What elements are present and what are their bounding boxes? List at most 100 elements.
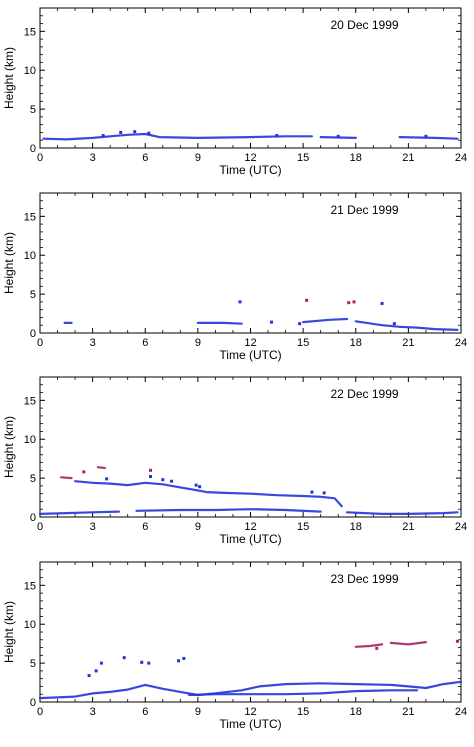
backscatter-point bbox=[347, 301, 351, 305]
panel-date-title: 23 Dec 1999 bbox=[330, 572, 398, 586]
backscatter-layer bbox=[59, 476, 73, 480]
backscatter-point bbox=[298, 322, 302, 326]
backscatter-point bbox=[375, 646, 379, 650]
x-tick-label: 21 bbox=[402, 337, 414, 349]
series-1 bbox=[38, 656, 463, 700]
series-1 bbox=[63, 300, 459, 331]
y-tick-label: 0 bbox=[30, 328, 36, 340]
backscatter-point bbox=[310, 490, 314, 494]
x-tick-label: 6 bbox=[142, 152, 148, 164]
x-tick-label: 15 bbox=[297, 152, 309, 164]
backscatter-point bbox=[122, 656, 126, 660]
y-tick-label: 10 bbox=[24, 250, 36, 262]
y-tick-label: 15 bbox=[24, 26, 36, 38]
backscatter-point bbox=[177, 659, 181, 663]
panel-1: 0 3 6 9 12 15 18 21 24 0 5 10 15 Time (UTC) Height (km… bbox=[2, 7, 467, 177]
series-2 bbox=[354, 639, 459, 650]
backscatter-layer bbox=[389, 641, 427, 646]
backscatter-layer bbox=[135, 508, 322, 513]
panel-date-title: 21 Dec 1999 bbox=[330, 203, 398, 217]
x-axis-label: Time (UTC) bbox=[219, 717, 281, 731]
backscatter-layer bbox=[38, 680, 463, 700]
panel-3: 0 3 6 9 12 15 18 21 24 0 5 10 15 Time (UTC) Height (km… bbox=[2, 376, 467, 546]
x-tick-label: 12 bbox=[244, 521, 256, 533]
backscatter-point bbox=[352, 300, 356, 304]
backscatter-point bbox=[149, 468, 153, 472]
backscatter-point bbox=[99, 661, 103, 665]
x-tick-label: 9 bbox=[195, 521, 201, 533]
x-tick-label: 12 bbox=[244, 152, 256, 164]
backscatter-point bbox=[87, 674, 91, 678]
x-tick-label: 0 bbox=[37, 337, 43, 349]
backscatter-point bbox=[101, 134, 105, 138]
y-tick-label: 10 bbox=[24, 434, 36, 446]
x-tick-label: 18 bbox=[350, 706, 362, 718]
y-tick-label: 0 bbox=[30, 512, 36, 524]
x-tick-label: 18 bbox=[350, 152, 362, 164]
backscatter-layer bbox=[302, 317, 349, 324]
backscatter-point bbox=[380, 301, 384, 305]
x-tick-label: 24 bbox=[455, 706, 467, 718]
y-axis-label: Height (km) bbox=[2, 47, 16, 109]
x-tick-label: 15 bbox=[297, 521, 309, 533]
x-tick-label: 15 bbox=[297, 706, 309, 718]
x-tick-label: 0 bbox=[37, 521, 43, 533]
backscatter-layer bbox=[345, 511, 459, 515]
x-tick-label: 21 bbox=[402, 706, 414, 718]
backscatter-layer bbox=[196, 321, 243, 325]
y-tick-label: 5 bbox=[30, 104, 36, 116]
x-tick-label: 12 bbox=[244, 706, 256, 718]
backscatter-layer bbox=[42, 132, 313, 141]
backscatter-point bbox=[270, 320, 274, 324]
x-tick-label: 6 bbox=[142, 521, 148, 533]
x-tick-label: 12 bbox=[244, 337, 256, 349]
backscatter-point bbox=[147, 661, 151, 665]
backscatter-point bbox=[105, 477, 109, 481]
backscatter-point bbox=[119, 130, 123, 134]
y-tick-label: 5 bbox=[30, 658, 36, 670]
backscatter-layer bbox=[38, 510, 120, 515]
backscatter-layer bbox=[96, 466, 106, 470]
x-tick-label: 3 bbox=[90, 706, 96, 718]
x-tick-label: 9 bbox=[195, 152, 201, 164]
backscatter-point bbox=[170, 479, 174, 483]
y-axis-label: Height (km) bbox=[2, 416, 16, 478]
y-tick-label: 10 bbox=[24, 65, 36, 77]
backscatter-layer bbox=[398, 136, 459, 140]
panel-2: 0 3 6 9 12 15 18 21 24 0 5 10 15 Time (UTC) Height (km… bbox=[2, 192, 467, 362]
x-tick-label: 6 bbox=[142, 706, 148, 718]
backscatter-layer bbox=[74, 480, 343, 508]
x-tick-label: 6 bbox=[142, 337, 148, 349]
x-tick-label: 9 bbox=[195, 706, 201, 718]
x-tick-label: 0 bbox=[37, 152, 43, 164]
x-axis-label: Time (UTC) bbox=[219, 348, 281, 362]
series-1 bbox=[42, 130, 459, 141]
backscatter-layer bbox=[354, 643, 384, 648]
backscatter-point bbox=[140, 660, 144, 664]
backscatter-point bbox=[238, 300, 242, 304]
y-tick-label: 15 bbox=[24, 580, 36, 592]
x-axis-label: Time (UTC) bbox=[219, 532, 281, 546]
backscatter-point bbox=[336, 134, 340, 138]
y-tick-label: 15 bbox=[24, 395, 36, 407]
backscatter-point bbox=[94, 669, 98, 673]
backscatter-point bbox=[305, 298, 309, 302]
y-tick-label: 10 bbox=[24, 619, 36, 631]
series-2 bbox=[305, 298, 356, 305]
y-axis-label: Height (km) bbox=[2, 601, 16, 663]
y-tick-label: 0 bbox=[30, 697, 36, 709]
x-tick-label: 21 bbox=[402, 152, 414, 164]
backscatter-point bbox=[198, 485, 202, 489]
x-tick-label: 15 bbox=[297, 337, 309, 349]
y-tick-label: 5 bbox=[30, 289, 36, 301]
backscatter-point bbox=[424, 134, 428, 138]
x-tick-label: 18 bbox=[350, 521, 362, 533]
backscatter-point bbox=[392, 322, 396, 326]
series-1 bbox=[38, 475, 459, 515]
x-tick-label: 3 bbox=[90, 521, 96, 533]
backscatter-layer bbox=[354, 320, 459, 331]
backscatter-point bbox=[161, 478, 165, 482]
backscatter-point bbox=[147, 131, 151, 135]
backscatter-point bbox=[149, 475, 153, 479]
series-2 bbox=[59, 466, 153, 480]
